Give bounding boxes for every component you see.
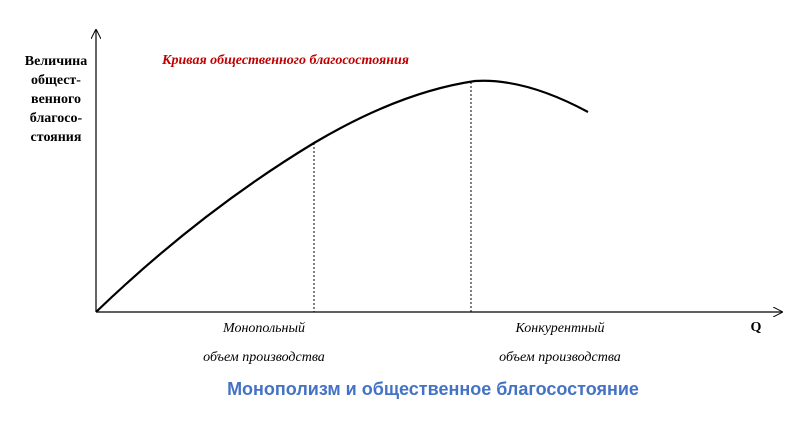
x-axis-label: Q [751,320,762,335]
y-label-line: общест- [31,73,81,88]
marker-label: Монопольный [222,321,305,336]
welfare-curve [95,79,589,313]
y-label-line: благосо- [30,111,83,126]
y-axis-label: Величина общест- венного благосо- стояни… [25,54,88,145]
y-label-line: Величина [25,54,88,69]
marker-label: объем производства [203,350,325,365]
marker-label: объем производства [499,350,621,365]
marker-label: Конкурентный [515,321,605,336]
y-label-line: стояния [31,130,82,145]
y-label-line: венного [31,92,81,107]
curve-label: Кривая общественного благосостояния [161,53,409,68]
caption: Монополизм и общественное благосостояние [227,379,639,399]
